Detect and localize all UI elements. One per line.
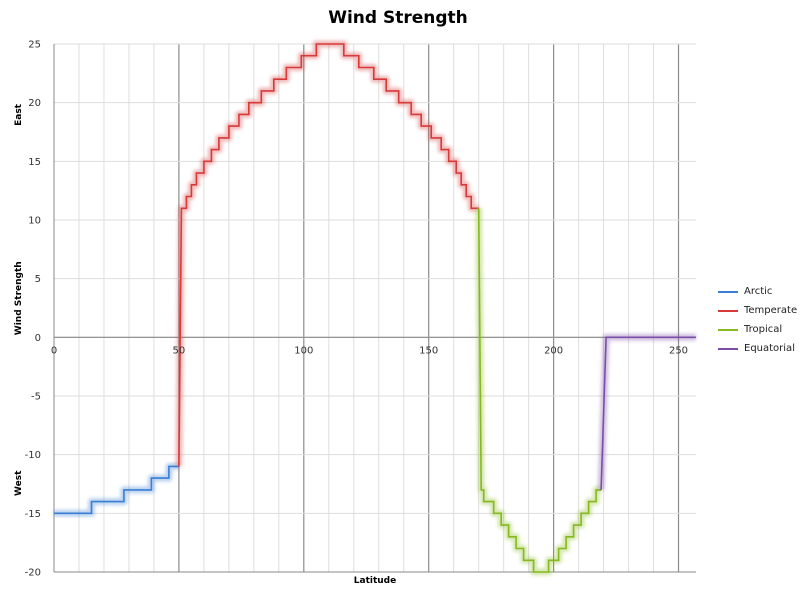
legend-label: Equatorial	[744, 343, 795, 354]
x-axis-label: Latitude	[353, 576, 397, 586]
series-line-equatorial	[600, 336, 696, 490]
legend-item-arctic: Arctic	[718, 282, 797, 301]
y-tick-label: -10	[25, 450, 41, 461]
legend-label: Arctic	[744, 286, 773, 297]
legend-label: Tropical	[744, 324, 783, 335]
y-tick-label: -20	[25, 568, 41, 579]
x-tick-label: 150	[419, 345, 438, 356]
y-label-main: Wind Strength	[14, 261, 24, 336]
x-tick-label: 0	[51, 345, 57, 356]
y-tick-label: 0	[35, 333, 41, 344]
legend-label: Temperate	[744, 305, 798, 316]
x-tick-label: 200	[544, 345, 563, 356]
legend-swatch	[718, 347, 738, 350]
series-line-tropical	[477, 208, 602, 573]
x-tick-label: 50	[173, 345, 186, 356]
y-tick-label: 25	[28, 40, 41, 51]
series-halo-arctic	[54, 462, 179, 517]
y-tick-label: -15	[25, 509, 41, 520]
chart-title: Wind Strength	[328, 8, 468, 28]
series-line-temperate	[178, 43, 479, 467]
legend-swatch	[718, 290, 738, 293]
series-halo-equatorial	[597, 333, 696, 491]
y-tick-label: 15	[28, 157, 41, 168]
grid-lines	[54, 43, 696, 573]
y-label-east: East	[14, 104, 24, 126]
legend-item-temperate: Temperate	[718, 301, 797, 320]
y-tick-label: 20	[28, 98, 41, 109]
axes	[53, 44, 696, 573]
y-axis-label: West Wind Strength East	[14, 104, 24, 496]
legend-swatch	[718, 328, 738, 331]
legend-item-equatorial: Equatorial	[718, 339, 797, 358]
legend-item-tropical: Tropical	[718, 320, 797, 339]
y-label-west: West	[14, 470, 24, 496]
x-tick-label: 100	[294, 345, 313, 356]
y-tick-label: 5	[35, 274, 41, 285]
y-tick-label: -5	[31, 392, 41, 403]
y-tick-label: 10	[28, 216, 41, 227]
legend: Arctic Temperate Tropical Equatorial	[718, 282, 797, 358]
x-tick-label: 250	[669, 345, 688, 356]
legend-swatch	[718, 309, 738, 312]
series-line-arctic	[54, 465, 179, 515]
series-halo-tropical	[475, 208, 602, 576]
series-lines	[54, 40, 696, 576]
